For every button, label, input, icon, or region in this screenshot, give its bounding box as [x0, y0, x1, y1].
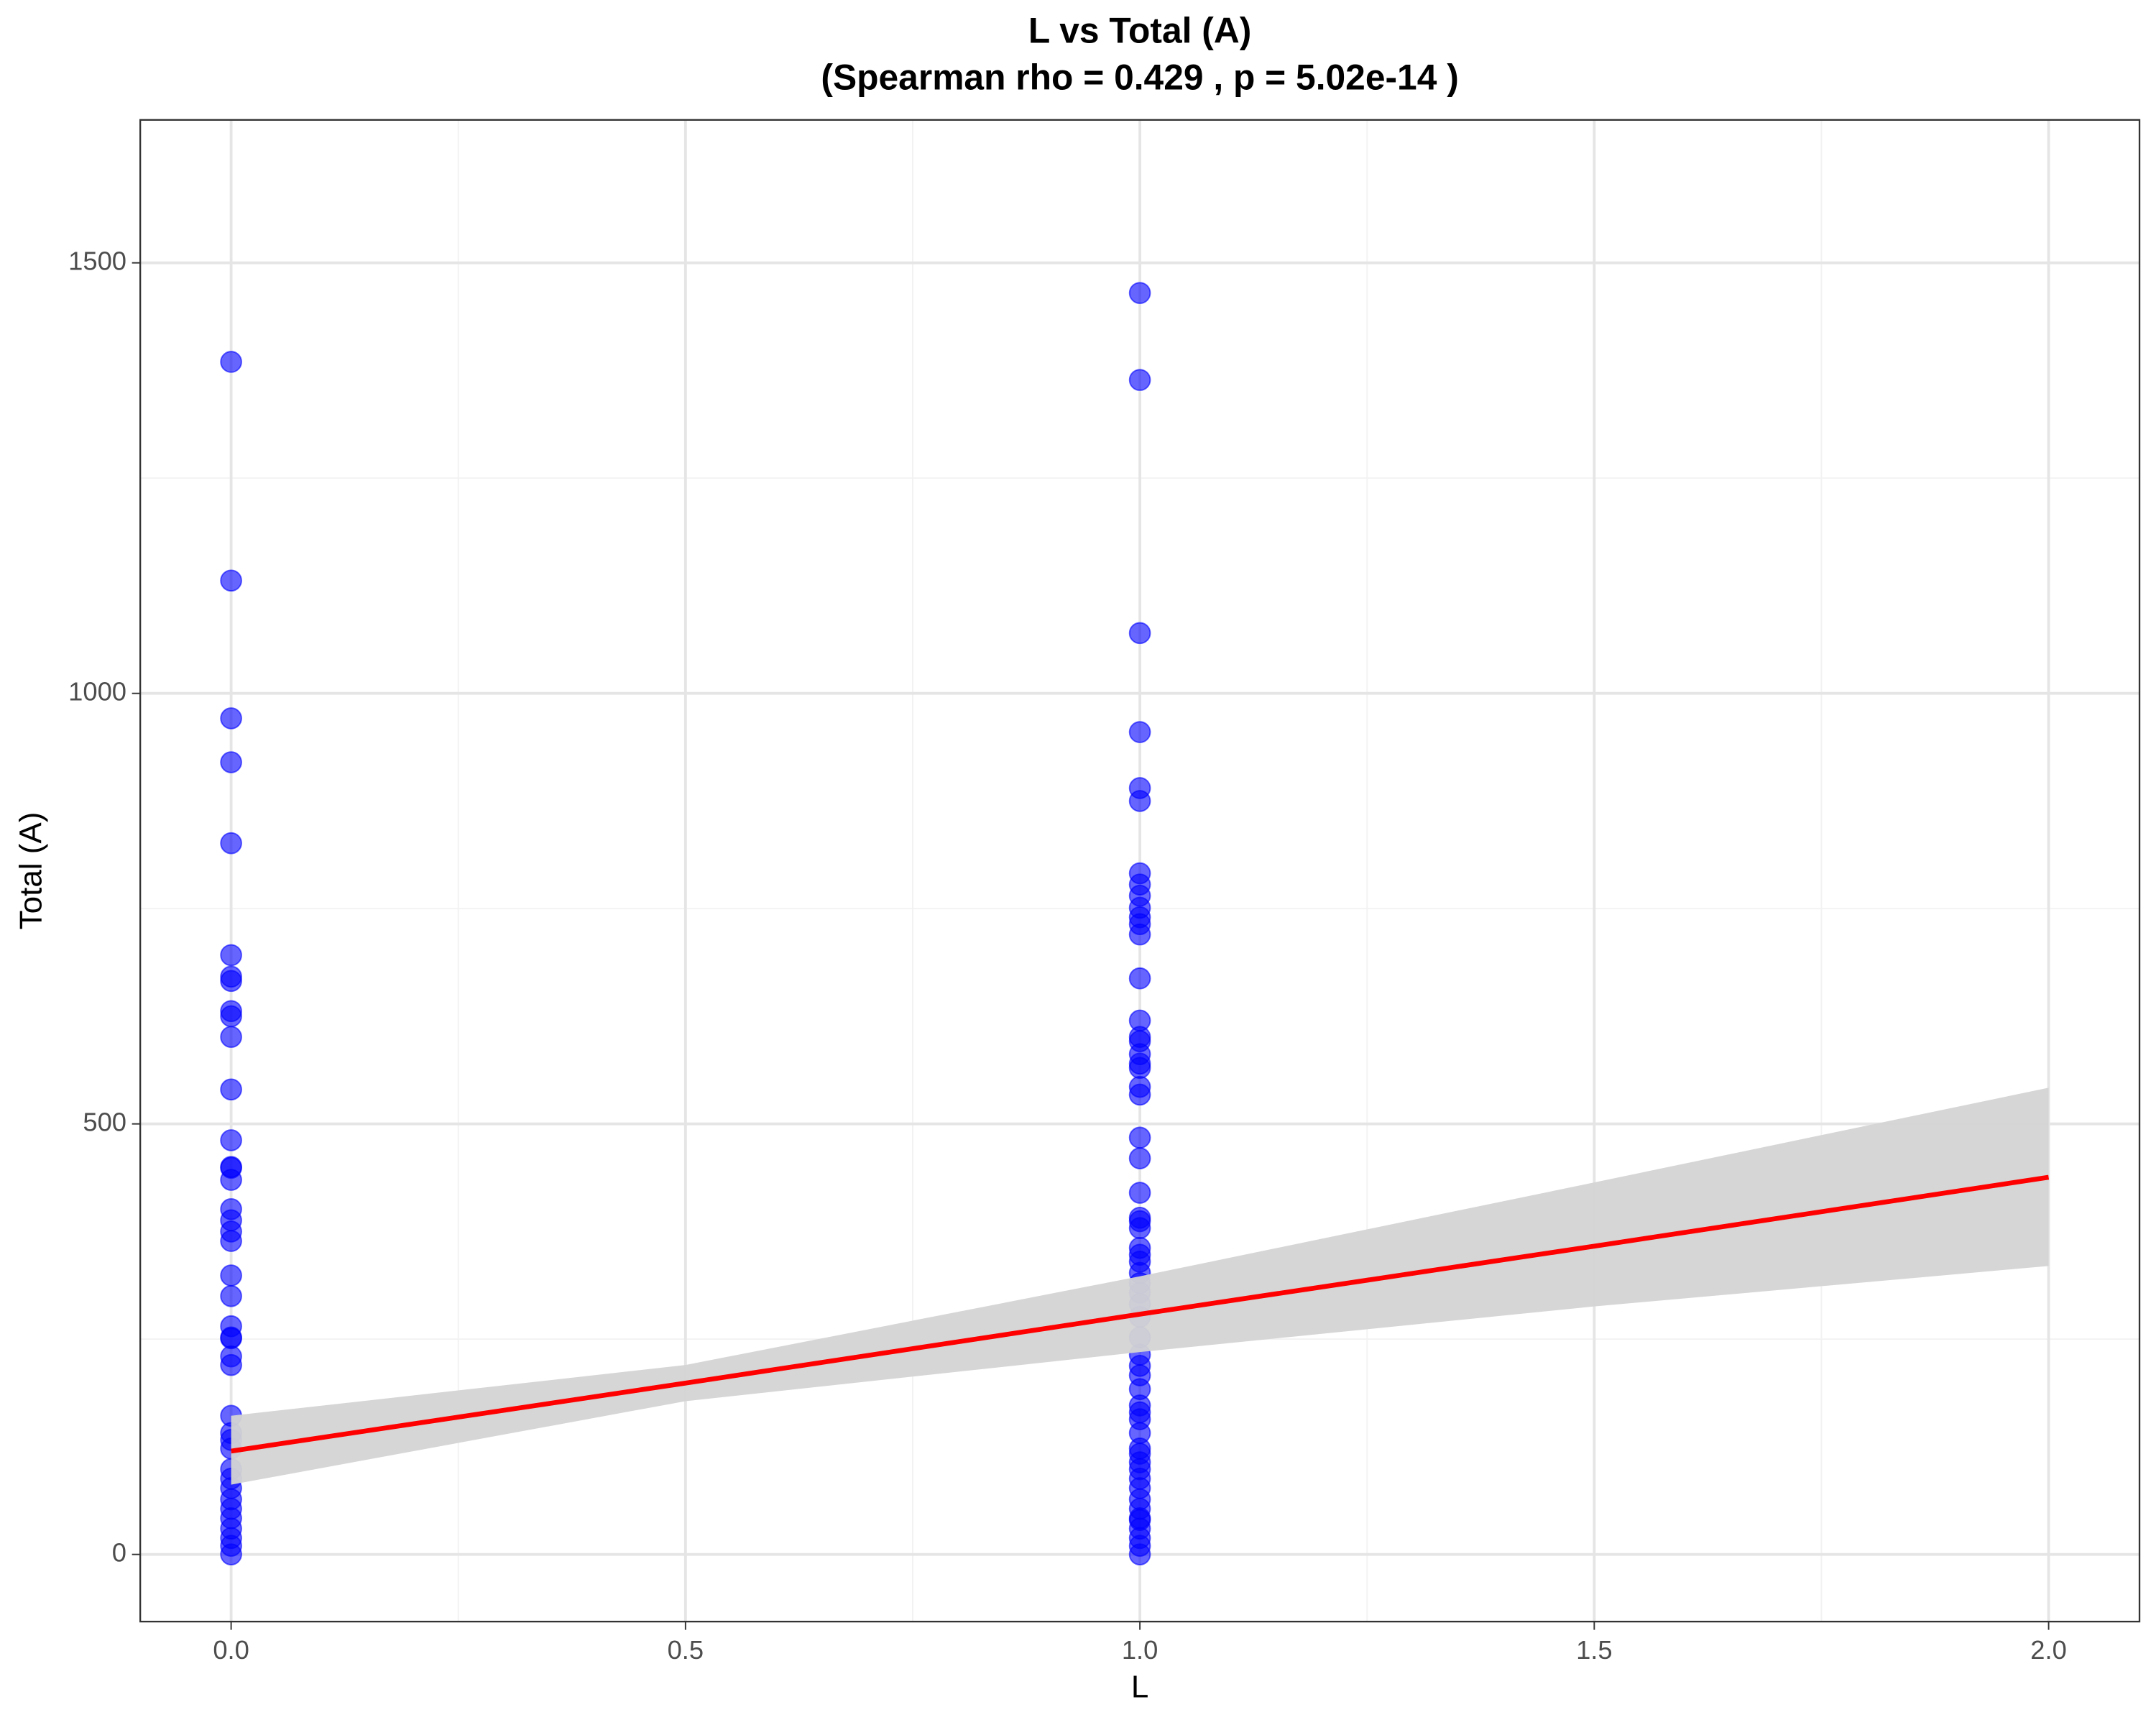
point	[220, 1026, 242, 1048]
point	[1128, 790, 1151, 812]
point	[220, 1078, 242, 1101]
point	[220, 1230, 242, 1252]
point	[1128, 721, 1151, 743]
point	[220, 707, 242, 730]
point	[1128, 967, 1151, 990]
point	[220, 1284, 242, 1307]
fit-line	[231, 1174, 2050, 1454]
x-tick-label: 2.0	[2030, 1635, 2067, 1665]
x-axis-label: L	[1131, 1669, 1148, 1704]
point	[220, 569, 242, 592]
point	[1128, 622, 1151, 645]
chart-title: L vs Total (A)	[1028, 10, 1251, 50]
point	[220, 944, 242, 967]
point	[1128, 1217, 1151, 1239]
y-tick-label: 500	[83, 1107, 126, 1136]
y-tick-label: 1500	[68, 246, 126, 275]
point	[1128, 1509, 1151, 1532]
point	[1128, 369, 1151, 391]
y-tick-label: 1000	[68, 676, 126, 706]
x-tick-label: 1.0	[1122, 1635, 1158, 1665]
point	[220, 1005, 242, 1028]
point	[220, 1543, 242, 1565]
point	[1128, 923, 1151, 946]
point	[220, 1169, 242, 1191]
panel-border	[139, 119, 2141, 1623]
y-tick-label: 0	[112, 1537, 126, 1567]
point	[1128, 1182, 1151, 1204]
point	[220, 832, 242, 855]
point	[220, 970, 242, 993]
x-tick-label: 0.0	[213, 1635, 249, 1665]
point	[220, 1353, 242, 1376]
x-tick-label: 0.5	[668, 1635, 704, 1665]
point	[1128, 1147, 1151, 1169]
point	[1128, 1083, 1151, 1106]
point	[1128, 1543, 1151, 1565]
point	[220, 1264, 242, 1287]
point	[220, 751, 242, 773]
point	[1128, 282, 1151, 304]
point	[1128, 1057, 1151, 1080]
chart-subtitle: (Spearman rho = 0.429 , p = 5.02e-14 )	[821, 57, 1458, 97]
y-axis-label: Total (A)	[14, 812, 49, 930]
x-tick-label: 1.5	[1576, 1635, 1613, 1665]
point	[220, 1129, 242, 1151]
point	[1128, 1126, 1151, 1149]
point	[220, 351, 242, 373]
